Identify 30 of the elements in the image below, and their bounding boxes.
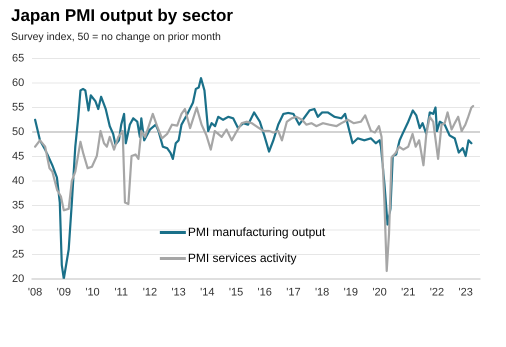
x-tick-label: '18 (314, 286, 330, 298)
y-tick-label: 20 (12, 272, 24, 285)
y-tick-label: 45 (12, 150, 24, 162)
x-tick-label: '22 (430, 286, 444, 298)
chart-subtitle: Survey index, 50 = no change on prior month (11, 31, 221, 43)
x-tick-label: '23 (458, 286, 473, 298)
y-tick-label: 50 (12, 126, 24, 138)
x-tick-label: '12 (142, 286, 158, 298)
x-tick-label: '15 (228, 286, 244, 298)
x-tick-label: '19 (344, 286, 358, 298)
x-tick-label: '14 (200, 286, 214, 298)
legend-label: PMI manufacturing output (188, 224, 326, 239)
x-tick-label: '11 (114, 286, 128, 298)
x-tick-label: '08 (28, 286, 42, 298)
y-tick-label: 65 (12, 52, 24, 65)
y-tick-label: 60 (12, 77, 24, 90)
legend-label: PMI services activity (188, 250, 297, 265)
x-tick-label: '21 (401, 286, 416, 298)
x-tick-label: '13 (171, 286, 186, 298)
x-tick-label: '17 (286, 286, 301, 298)
x-tick-label: '09 (56, 286, 71, 298)
y-tick-label: 25 (12, 248, 24, 260)
y-tick-label: 30 (12, 224, 24, 236)
y-tick-label: 40 (12, 174, 24, 187)
x-tick-label: '20 (372, 286, 387, 298)
x-tick-label: '16 (258, 286, 272, 298)
chart-title: Japan PMI output by sector (11, 6, 233, 26)
y-tick-label: 55 (12, 102, 24, 114)
x-tick-label: '10 (85, 286, 100, 298)
y-tick-label: 35 (12, 199, 24, 212)
